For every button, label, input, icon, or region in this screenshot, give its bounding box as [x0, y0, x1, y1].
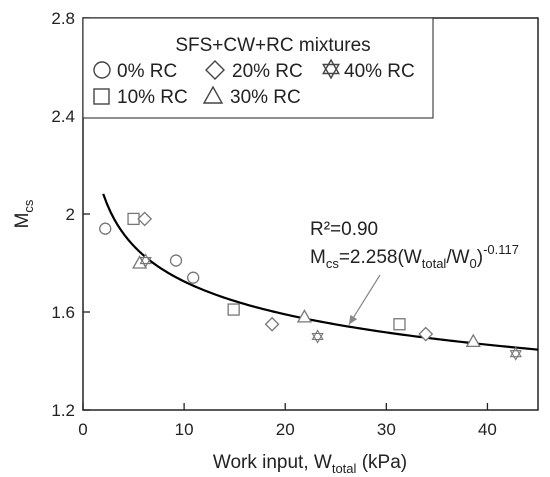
x-tick-label: 40: [478, 420, 497, 439]
legend-marker-triangle: [202, 85, 224, 104]
legend-marker-star: [321, 58, 341, 80]
legend-label-2: 40% RC: [344, 61, 415, 82]
r2-annotation: R²=0.90: [310, 219, 378, 240]
point-diamond: [418, 326, 434, 342]
data-points: [99, 211, 522, 361]
legend-label-3: 10% RC: [117, 87, 188, 108]
legend-label-1: 20% RC: [232, 61, 303, 82]
point-circle: [169, 254, 183, 267]
point-diamond: [137, 211, 153, 227]
point-triangle: [465, 333, 481, 348]
x-tick-label: 20: [276, 420, 295, 439]
legend-box: [82, 17, 434, 119]
y-tick-label: 2.4: [51, 107, 75, 126]
x-tick-label: 10: [175, 420, 194, 439]
point-circle: [99, 222, 112, 235]
x-axis: 0 10 20 30 40: [78, 403, 497, 439]
point-circle: [187, 271, 200, 284]
x-axis-label: Work input, Wtotal (kPa): [213, 452, 407, 476]
point-star: [509, 346, 522, 361]
point-star: [139, 253, 152, 268]
legend-marker-square: [93, 88, 110, 105]
legend-marker-circle: [93, 61, 111, 79]
point-triangle: [296, 309, 313, 323]
point-square: [393, 318, 406, 331]
fit-curve: [102, 193, 539, 351]
annotation-arrow: [348, 274, 381, 325]
legend: SFS+CW+RC mixtures 0% RC 20% RC 40% RC 1…: [82, 17, 434, 119]
y-axis-label: Mcs: [12, 199, 36, 228]
y-tick-label: 1.2: [51, 401, 75, 420]
equation-annotation: Mcs=2.258(Wtotal/W0)-0.117: [310, 242, 519, 271]
legend-title: SFS+CW+RC mixtures: [175, 35, 370, 56]
y-tick-label: 2: [66, 205, 75, 224]
legend-label-4: 30% RC: [230, 87, 301, 108]
y-tick-label: 2.8: [51, 9, 75, 28]
point-star: [311, 329, 324, 344]
x-tick-label: 30: [377, 420, 396, 439]
point-diamond: [264, 316, 280, 332]
legend-label-0: 0% RC: [117, 61, 177, 82]
point-square: [227, 303, 240, 316]
legend-marker-diamond: [205, 60, 225, 80]
y-tick-label: 1.6: [51, 303, 75, 322]
x-tick-label: 0: [78, 420, 87, 439]
